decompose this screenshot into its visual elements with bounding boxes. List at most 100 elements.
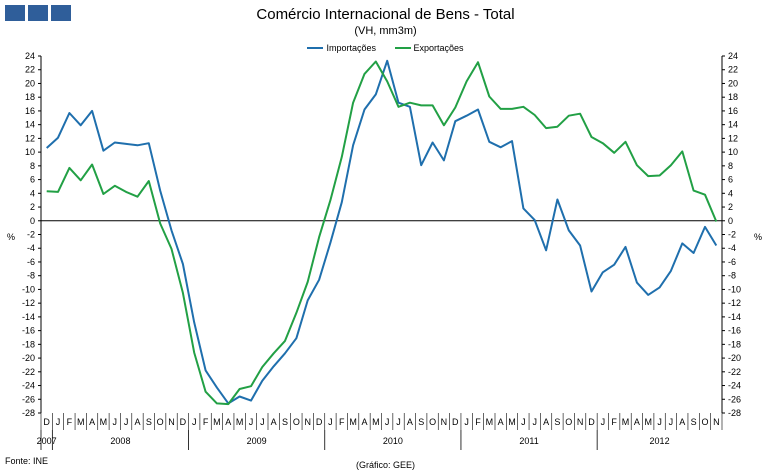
y-tick-label-left: 8 — [30, 161, 35, 171]
x-tick-label-month: M — [486, 417, 494, 427]
x-tick-label-year: 2009 — [247, 436, 267, 446]
x-tick-label-month: O — [701, 417, 708, 427]
legend-item-exports: Exportações — [394, 43, 464, 53]
y-tick-label-left: 16 — [25, 106, 35, 116]
x-tick-label-month: A — [543, 417, 549, 427]
y-tick-label-right: -20 — [728, 353, 741, 363]
x-tick-label-month: F — [67, 417, 73, 427]
y-tick-label-right: -14 — [728, 312, 741, 322]
chart-credit: (Gráfico: GEE) — [355, 460, 415, 470]
x-tick-label-year: 2007 — [37, 436, 57, 446]
y-tick-label-left: -4 — [27, 243, 35, 253]
legend-swatch-exports — [394, 46, 411, 49]
source-note: Fonte: INE — [5, 456, 49, 466]
series-line-exports — [46, 60, 718, 406]
legend-label-imports: Importações — [326, 43, 376, 53]
y-tick-label-right: 4 — [728, 188, 733, 198]
x-tick-label-month: J — [521, 417, 526, 427]
chart-title: Comércio Internacional de Bens - Total — [256, 6, 515, 23]
series-line-imports — [46, 59, 718, 405]
y-tick-label-left: 0 — [30, 216, 35, 226]
y-tick-label-left: 6 — [30, 175, 35, 185]
y-tick-label-left: -20 — [22, 353, 35, 363]
x-tick-label-month: M — [236, 417, 244, 427]
x-tick-label-month: J — [56, 417, 61, 427]
x-tick-label-month: A — [407, 417, 413, 427]
x-tick-label-month: M — [213, 417, 221, 427]
x-tick-label-month: F — [203, 417, 209, 427]
x-tick-label-month: M — [100, 417, 108, 427]
x-tick-label-month: O — [293, 417, 300, 427]
y-tick-label-right: -10 — [728, 284, 741, 294]
y-tick-label-left: 12 — [25, 133, 35, 143]
y-tick-label-left: -10 — [22, 284, 35, 294]
y-axis-unit-left: % — [7, 232, 16, 242]
y-tick-label-right: 18 — [728, 92, 738, 102]
x-tick-label-month: S — [691, 417, 697, 427]
y-tick-label-right: 8 — [728, 161, 733, 171]
gee-logo — [5, 5, 71, 21]
x-tick-label-year: 2008 — [110, 436, 130, 446]
chart-subtitle: (VH, mm3m) — [354, 25, 417, 37]
x-tick-label-month: O — [157, 417, 164, 427]
x-tick-label-month: N — [304, 417, 311, 427]
legend: Importações Exportações — [0, 43, 771, 53]
x-tick-label-month: J — [464, 417, 469, 427]
y-tick-label-left: -2 — [27, 230, 35, 240]
x-tick-label-month: M — [77, 417, 85, 427]
y-tick-label-left: -12 — [22, 298, 35, 308]
y-tick-label-right: 2 — [728, 202, 733, 212]
x-tick-label-month: A — [679, 417, 685, 427]
y-tick-label-left: 10 — [25, 147, 35, 157]
y-tick-label-left: 18 — [25, 92, 35, 102]
x-tick-label-month: O — [565, 417, 572, 427]
x-tick-label-month: J — [396, 417, 401, 427]
y-tick-label-right: -12 — [728, 298, 741, 308]
x-tick-label-month: A — [134, 417, 140, 427]
y-tick-label-left: -26 — [22, 394, 35, 404]
y-tick-label-right: -2 — [728, 230, 736, 240]
x-tick-label-month: D — [43, 417, 50, 427]
y-tick-label-left: -6 — [27, 257, 35, 267]
y-tick-label-left: 20 — [25, 78, 35, 88]
x-tick-label-month: M — [644, 417, 652, 427]
y-tick-label-right: -24 — [728, 381, 741, 391]
x-tick-label-month: D — [316, 417, 323, 427]
y-tick-label-left: 4 — [30, 188, 35, 198]
y-tick-label-right: 24 — [728, 51, 738, 61]
x-tick-label-month: M — [508, 417, 516, 427]
y-tick-label-left: -18 — [22, 339, 35, 349]
y-tick-label-right: -26 — [728, 394, 741, 404]
legend-item-imports: Importações — [307, 43, 376, 53]
y-tick-label-left: -22 — [22, 367, 35, 377]
x-tick-label-month: M — [372, 417, 380, 427]
x-tick-label-month: D — [452, 417, 459, 427]
y-tick-label-right: -8 — [728, 271, 736, 281]
x-tick-label-month: A — [271, 417, 277, 427]
x-tick-label-month: S — [418, 417, 424, 427]
legend-label-exports: Exportações — [413, 43, 464, 53]
x-tick-label-month: O — [429, 417, 436, 427]
y-tick-label-right: 0 — [728, 216, 733, 226]
x-tick-label-month: J — [532, 417, 537, 427]
x-tick-label-month: J — [249, 417, 254, 427]
legend-swatch-imports — [307, 46, 324, 49]
y-tick-label-right: 16 — [728, 106, 738, 116]
y-tick-label-left: 2 — [30, 202, 35, 212]
x-tick-label-month: J — [328, 417, 333, 427]
x-tick-label-month: D — [588, 417, 595, 427]
x-tick-label-month: J — [601, 417, 606, 427]
x-tick-label-month: N — [577, 417, 584, 427]
y-tick-label-left: -8 — [27, 271, 35, 281]
x-tick-label-month: S — [282, 417, 288, 427]
y-axis-unit-right: % — [754, 232, 763, 242]
y-tick-label-right: -28 — [728, 408, 741, 418]
x-tick-label-month: M — [349, 417, 357, 427]
x-tick-label-month: N — [168, 417, 175, 427]
y-tick-label-right: 14 — [728, 120, 738, 130]
x-tick-label-month: S — [554, 417, 560, 427]
x-tick-label-month: F — [611, 417, 617, 427]
y-tick-label-right: 22 — [728, 65, 738, 75]
x-tick-label-month: A — [634, 417, 640, 427]
